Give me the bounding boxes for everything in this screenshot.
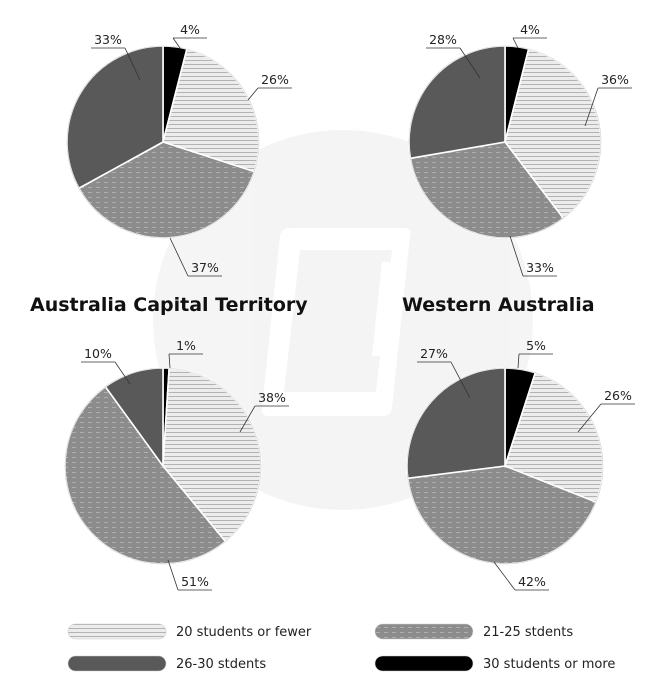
leader-line [172,37,181,49]
leader-line [577,403,602,433]
legend-item-1: 21-25 stdents [374,623,573,640]
legend-swatch [374,623,474,640]
data-label-slice-21-25: 42% [518,574,546,589]
data-label-slice-30-or-more: 4% [520,22,540,37]
legend-label: 30 students or more [483,657,615,672]
leader-line [239,405,256,433]
leader-line [450,361,471,399]
data-label-slice-30-or-more: 4% [180,22,200,37]
leader-line [459,47,481,79]
leader-line [167,559,179,591]
legend-item-0: 20 students or fewer [67,623,312,640]
data-label-slice-26-30: 33% [94,32,122,47]
pie-top-right: 36% 33% 28% 4% [408,22,632,277]
pie-bottom-left: 38% 51% 10% 1% [64,338,289,591]
legend-swatch [67,623,167,640]
region-title-wa: Western Australia [402,294,595,316]
slice-26-30 [408,45,506,160]
pie-outline [64,367,262,565]
pie-bottom-right: 26% 42% 27% 5% [406,338,635,591]
leader-line [114,361,131,385]
data-label-slice-21-25: 33% [526,260,554,275]
leader-line [517,353,520,369]
legend-label: 26-30 stdents [176,657,266,672]
data-label-slice-21-25: 37% [191,260,219,275]
legend-item-2: 26-30 stdents [67,655,266,672]
pie-outline [406,367,604,565]
data-label-slice-26-30: 28% [429,32,457,47]
data-label-slice-30-or-more: 1% [176,338,196,353]
leader-line [169,237,189,277]
pie-outline [66,45,260,239]
legend-label: 21-25 stdents [483,625,573,640]
leader-line [493,561,516,591]
data-label-slice-20-or-fewer: 26% [261,72,289,87]
pie-top-left: 26% 37% 33% 4% [66,22,292,277]
data-label-slice-26-30: 27% [420,346,448,361]
leader-line [584,87,599,127]
legend-label: 20 students or fewer [176,625,312,640]
leader-line [247,87,259,101]
data-label-slice-30-or-more: 5% [526,338,546,353]
leader-line [509,235,524,277]
legend-swatch [374,655,474,672]
leader-line [168,353,171,369]
data-label-slice-20-or-fewer: 38% [258,390,286,405]
leader-line [512,37,519,49]
pie-outline [408,45,602,239]
legend-item-3: 30 students or more [374,655,615,672]
region-title-act: Australia Capital Territory [30,294,308,316]
leader-line [124,47,141,81]
data-label-slice-20-or-fewer: 36% [601,72,629,87]
data-label-slice-21-25: 51% [181,574,209,589]
data-label-slice-20-or-fewer: 26% [604,388,632,403]
data-label-slice-26-30: 10% [84,346,112,361]
legend-swatch [67,655,167,672]
